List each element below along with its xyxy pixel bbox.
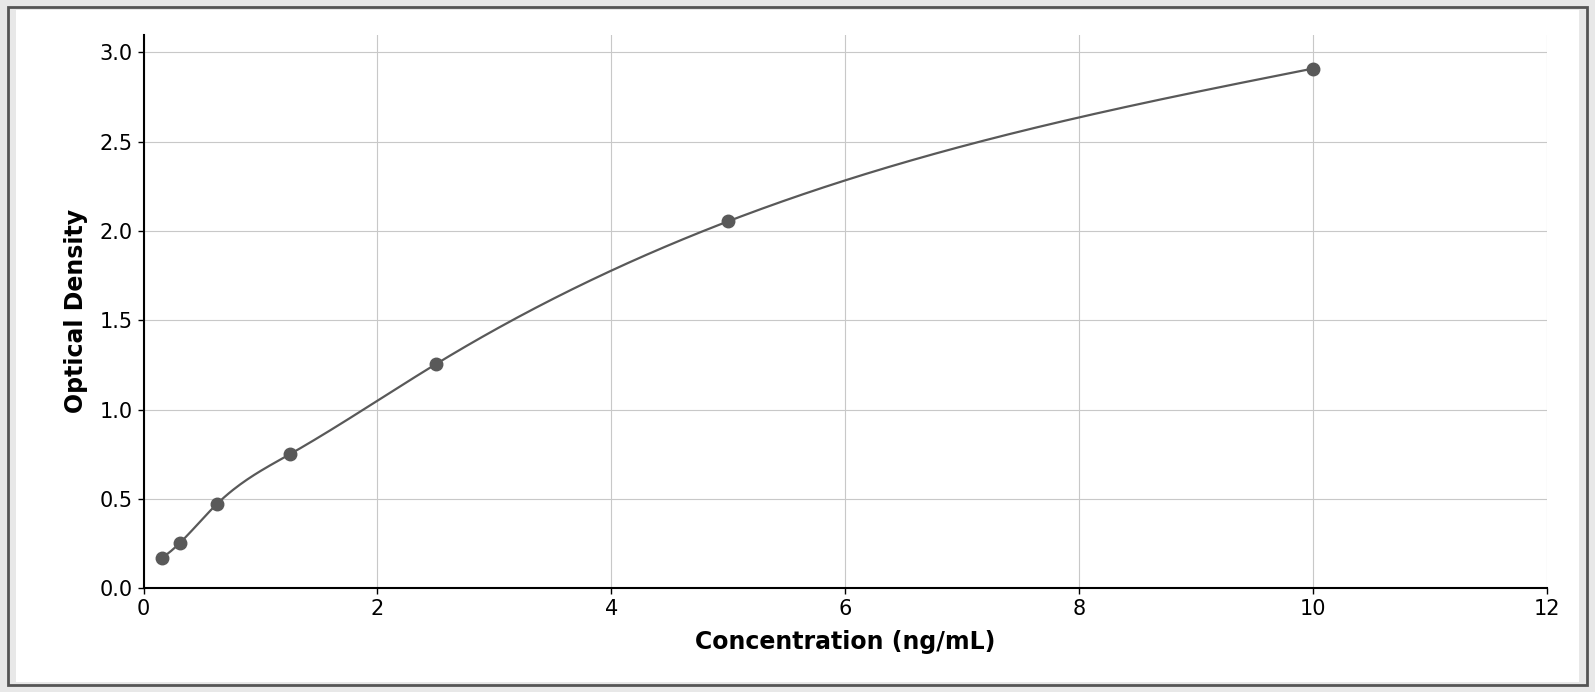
Y-axis label: Optical Density: Optical Density xyxy=(64,210,88,413)
X-axis label: Concentration (ng/mL): Concentration (ng/mL) xyxy=(695,630,995,655)
